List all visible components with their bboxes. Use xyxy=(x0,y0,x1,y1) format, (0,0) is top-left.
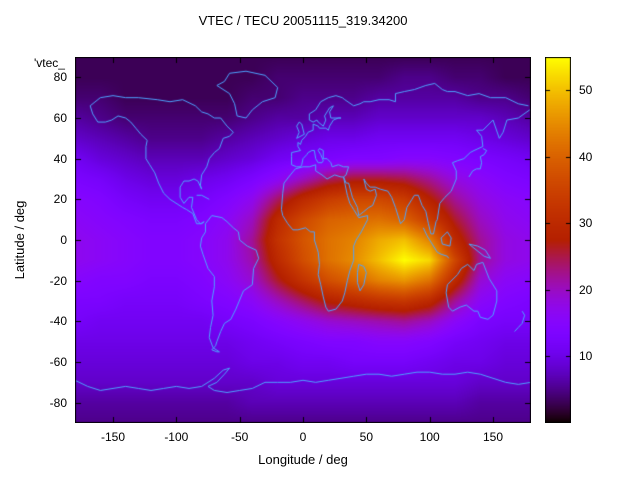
y-tick-label: 40 xyxy=(53,151,67,166)
y-axis-label: Latitude / deg xyxy=(12,200,27,280)
colorbar-tick-label: 40 xyxy=(579,149,593,164)
x-tick-label: -100 xyxy=(164,430,189,444)
colorbar-tick-label: 20 xyxy=(579,282,593,297)
legend-label: 'vtec_ xyxy=(34,56,65,70)
chart-title: VTEC / TECU 20051115_319.34200 xyxy=(198,13,408,28)
x-tick-label: 0 xyxy=(299,430,307,444)
y-tick-label: -60 xyxy=(49,355,67,369)
y-tick-label: -20 xyxy=(49,273,67,288)
x-tick-label: 50 xyxy=(359,430,374,444)
y-tick-label: -80 xyxy=(49,395,67,410)
x-axis-label: Longitude / deg xyxy=(258,452,348,467)
colorbar-tick-label: 50 xyxy=(579,83,593,98)
x-tick-label: -150 xyxy=(100,430,126,444)
y-tick-label: 0 xyxy=(60,233,67,247)
y-tick-label: 60 xyxy=(53,111,67,125)
colorbar-canvas xyxy=(545,57,571,423)
colorbar-tick-label: 30 xyxy=(579,216,593,231)
heatmap-canvas xyxy=(75,57,531,423)
y-tick-label: -40 xyxy=(49,314,67,329)
x-tick-label: 150 xyxy=(482,430,504,444)
colorbar-tick-label: 10 xyxy=(579,349,593,364)
x-tick-label: -50 xyxy=(230,430,249,444)
y-tick-label: 80 xyxy=(53,70,67,85)
x-tick-label: 100 xyxy=(419,430,440,444)
y-tick-label: 20 xyxy=(53,192,67,207)
